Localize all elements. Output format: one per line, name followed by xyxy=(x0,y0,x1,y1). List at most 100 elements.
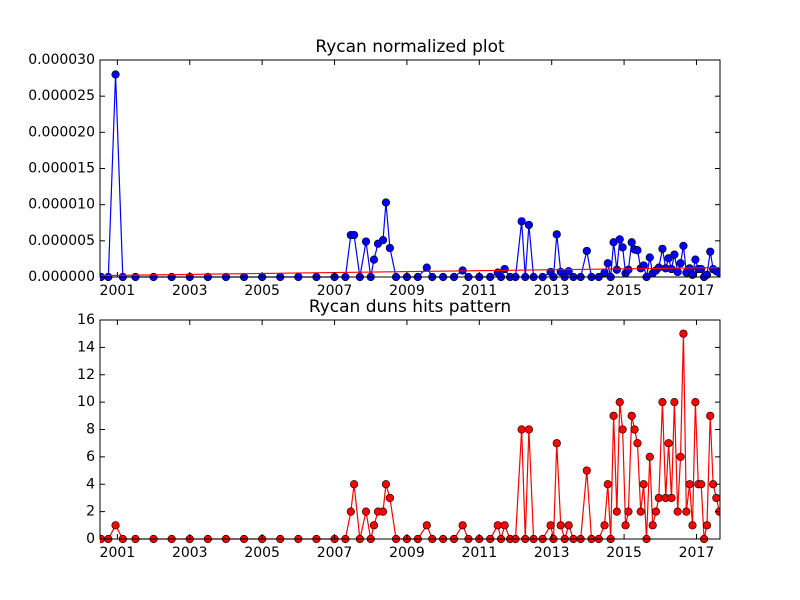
data-point xyxy=(361,237,371,246)
data-point xyxy=(654,263,663,272)
data-point xyxy=(630,425,639,434)
data-point xyxy=(624,507,633,516)
y-tick-label: 0.000000 xyxy=(28,269,95,285)
y-tick-label: 4 xyxy=(86,476,95,492)
data-point xyxy=(524,425,533,434)
chart-title: Rycan duns hits pattern xyxy=(309,297,511,317)
data-point xyxy=(633,439,642,448)
data-point xyxy=(422,263,431,272)
data-point xyxy=(651,507,661,516)
data-point xyxy=(422,521,431,530)
data-point xyxy=(688,521,697,530)
data-point xyxy=(676,452,685,461)
data-point xyxy=(624,265,633,274)
data-point xyxy=(361,507,371,516)
data-point xyxy=(609,411,618,420)
data-point xyxy=(500,264,509,274)
data-point xyxy=(658,398,667,407)
data-point xyxy=(546,521,555,530)
data-point xyxy=(349,480,359,489)
data-point xyxy=(369,521,379,530)
x-tick-label: 2003 xyxy=(172,283,208,299)
y-tick-label: 14 xyxy=(77,339,95,355)
data-point xyxy=(639,261,648,270)
data-point xyxy=(679,329,688,338)
data-point xyxy=(679,241,688,250)
data-point xyxy=(612,507,621,516)
x-tick-label: 2001 xyxy=(100,545,136,561)
data-point xyxy=(111,521,120,530)
data-point xyxy=(600,521,609,530)
data-point xyxy=(369,255,379,264)
y-tick-label: 0.000030 xyxy=(28,52,95,68)
data-point xyxy=(702,521,712,530)
data-point xyxy=(381,480,391,489)
data-point xyxy=(658,244,667,253)
data-point xyxy=(618,425,627,434)
x-tick-label: 2015 xyxy=(606,545,642,561)
data-point xyxy=(697,264,706,274)
data-point xyxy=(706,247,715,256)
data-point xyxy=(493,521,502,530)
data-point xyxy=(603,480,612,489)
data-point xyxy=(664,439,673,448)
data-point xyxy=(564,521,573,530)
series-line xyxy=(101,333,720,542)
x-tick-label: 2017 xyxy=(679,283,715,299)
data-point xyxy=(378,236,388,245)
data-point xyxy=(381,198,391,207)
x-tick-label: 2015 xyxy=(606,283,642,299)
data-point xyxy=(346,507,355,516)
x-tick-label: 2011 xyxy=(461,545,497,561)
data-point xyxy=(670,398,679,407)
y-tick-label: 0.000010 xyxy=(28,197,95,213)
x-tick-label: 2005 xyxy=(244,283,280,299)
data-point xyxy=(556,521,565,530)
y-tick-label: 2 xyxy=(86,504,95,520)
chart-title: Rycan normalized plot xyxy=(315,37,505,57)
data-point xyxy=(648,521,657,530)
data-point xyxy=(111,70,120,79)
data-point xyxy=(517,425,526,434)
x-tick-label: 2009 xyxy=(389,545,425,561)
data-point xyxy=(697,480,706,489)
x-tick-label: 2011 xyxy=(461,283,497,299)
data-point xyxy=(517,217,526,226)
data-point xyxy=(385,243,395,253)
data-point xyxy=(654,493,663,503)
x-tick-label: 2001 xyxy=(100,283,136,299)
data-point xyxy=(673,507,682,516)
data-point xyxy=(676,259,685,268)
data-point xyxy=(712,493,720,503)
y-tick-label: 6 xyxy=(86,449,95,465)
data-point xyxy=(673,267,682,277)
x-tick-label: 2009 xyxy=(389,283,425,299)
data-point xyxy=(582,466,591,475)
data-point xyxy=(524,220,533,230)
y-tick-label: 0.000005 xyxy=(28,233,95,249)
x-tick-label: 2007 xyxy=(317,545,353,561)
data-point xyxy=(500,521,509,530)
data-point xyxy=(615,235,624,244)
data-point xyxy=(552,439,561,448)
y-tick-label: 12 xyxy=(77,367,95,383)
data-point xyxy=(615,398,624,407)
y-tick-label: 0.000020 xyxy=(28,124,95,140)
data-point xyxy=(582,246,591,256)
y-tick-label: 0.000015 xyxy=(28,161,95,177)
data-point xyxy=(349,230,359,240)
y-tick-label: 16 xyxy=(77,312,95,328)
data-point xyxy=(685,480,694,489)
data-point xyxy=(552,230,561,239)
data-point xyxy=(664,254,673,263)
y-tick-label: 8 xyxy=(86,422,95,438)
y-tick-label: 0.000025 xyxy=(28,88,95,104)
y-tick-label: 10 xyxy=(77,394,95,410)
data-point xyxy=(670,250,679,259)
data-point xyxy=(385,493,395,503)
data-point xyxy=(378,507,388,516)
y-tick-label: 0 xyxy=(86,531,95,547)
data-point xyxy=(706,411,715,420)
plot-area xyxy=(100,329,720,544)
